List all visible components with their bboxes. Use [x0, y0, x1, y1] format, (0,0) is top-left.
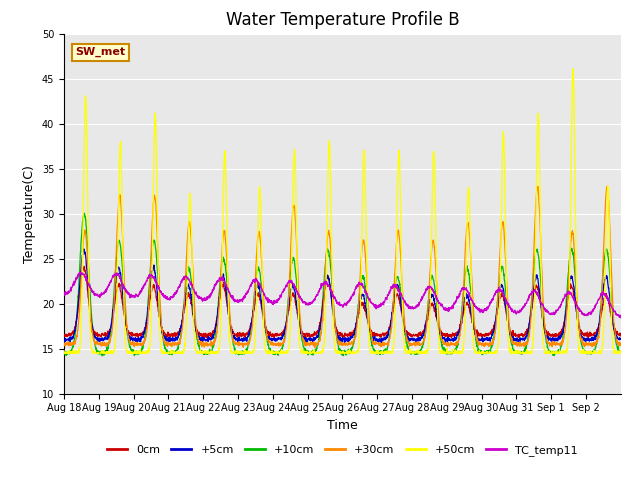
Y-axis label: Temperature(C): Temperature(C)	[23, 165, 36, 263]
Text: SW_met: SW_met	[75, 47, 125, 58]
Title: Water Temperature Profile B: Water Temperature Profile B	[225, 11, 460, 29]
Legend: 0cm, +5cm, +10cm, +30cm, +50cm, TC_temp11: 0cm, +5cm, +10cm, +30cm, +50cm, TC_temp1…	[103, 440, 582, 460]
X-axis label: Time: Time	[327, 419, 358, 432]
